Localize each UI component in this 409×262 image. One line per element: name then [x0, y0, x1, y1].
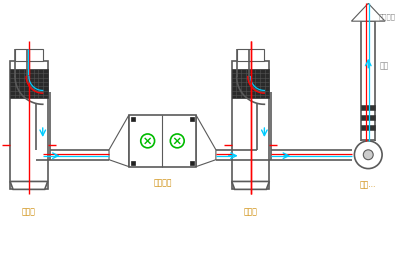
Polygon shape — [10, 182, 47, 189]
Bar — [360, 21, 374, 140]
Text: 达标排放: 达标排放 — [378, 13, 395, 20]
Bar — [10, 69, 47, 98]
Bar — [231, 61, 269, 189]
Bar — [190, 161, 193, 165]
Circle shape — [362, 150, 372, 160]
Text: 喷淋塔: 喷淋塔 — [22, 207, 36, 216]
Polygon shape — [351, 3, 384, 21]
Circle shape — [353, 141, 381, 169]
Bar — [130, 117, 135, 121]
Bar — [360, 115, 374, 120]
Polygon shape — [196, 115, 216, 167]
Text: 喷淋塔: 喷淋塔 — [243, 207, 257, 216]
Polygon shape — [231, 182, 269, 189]
Bar — [10, 61, 47, 189]
Bar — [128, 115, 196, 167]
Bar — [130, 161, 135, 165]
Bar — [236, 49, 264, 61]
Polygon shape — [109, 115, 128, 167]
Bar — [231, 69, 269, 98]
Text: 高风...: 高风... — [359, 181, 375, 189]
Bar — [190, 117, 193, 121]
Text: 光解设备: 光解设备 — [153, 178, 171, 188]
Text: 烟囱: 烟囱 — [378, 61, 387, 70]
Bar — [360, 125, 374, 130]
Bar — [360, 105, 374, 110]
Bar — [15, 49, 43, 61]
